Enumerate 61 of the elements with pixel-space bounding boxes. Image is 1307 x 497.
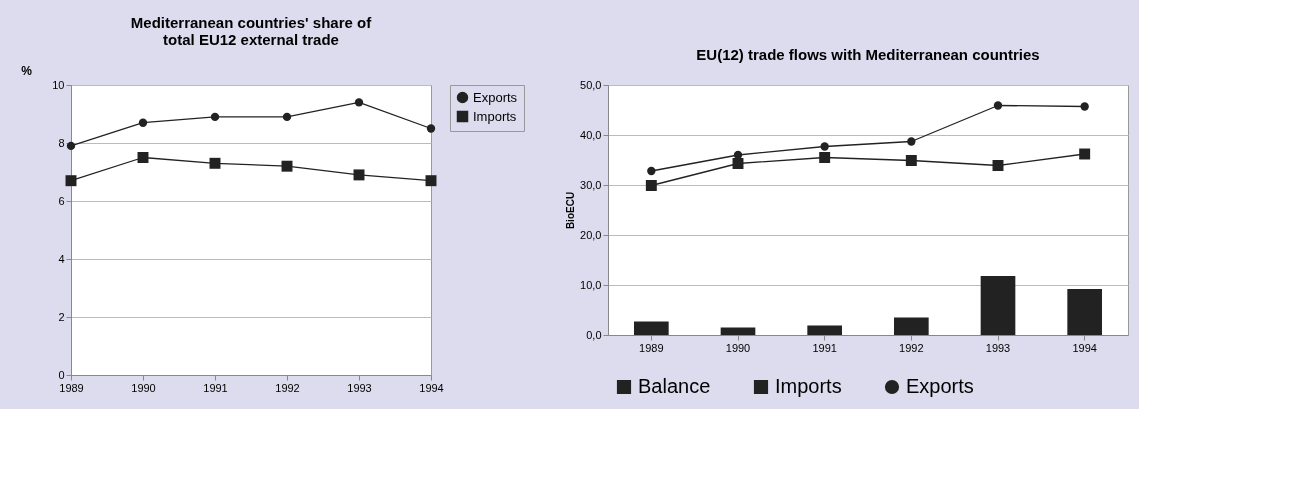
point	[138, 118, 148, 127]
x-tick-label: 1992	[275, 381, 300, 394]
y-tick-label: 2	[58, 310, 65, 323]
bar	[894, 317, 929, 335]
x-tick-label: 1994	[419, 381, 444, 394]
x-tick-label: 1993	[985, 341, 1011, 354]
x-tick-label: 1989	[639, 341, 664, 354]
y-tick-label: 20,0	[580, 228, 602, 241]
point	[1080, 102, 1089, 111]
y-axis-title: %	[21, 63, 33, 78]
bar	[634, 321, 669, 335]
legend-label: Imports	[775, 375, 842, 397]
point	[645, 180, 657, 191]
bar	[807, 325, 842, 335]
x-tick-label: 1990	[131, 381, 156, 394]
point	[281, 160, 293, 172]
x-tick-label: 1993	[347, 381, 372, 394]
y-tick-label: 6	[58, 194, 65, 207]
point	[993, 101, 1003, 110]
chart-title: EU(12) trade flows with Mediterranean countries	[696, 46, 1040, 63]
point	[1079, 148, 1091, 160]
bar	[1067, 289, 1102, 335]
y-tick-label: 10,0	[580, 278, 602, 291]
x-tick-label: 1991	[812, 341, 837, 354]
point	[907, 137, 916, 146]
legend-label: Imports	[473, 108, 517, 124]
y-tick-label: 50,0	[580, 78, 602, 91]
point	[209, 157, 221, 169]
point	[819, 152, 831, 163]
bar	[720, 327, 756, 335]
y-tick-label: 30,0	[580, 178, 602, 191]
point	[66, 141, 76, 151]
legend-label: Exports	[906, 375, 974, 397]
y-tick-label: 10	[52, 78, 65, 91]
y-tick-label: 0,0	[586, 328, 602, 341]
bar	[980, 276, 1016, 335]
point	[282, 112, 292, 122]
chart-title: Mediterranean countries' share of total EU12 external trade	[130, 14, 373, 48]
y-axis-title: BioECU	[565, 191, 577, 230]
y-tick-label: 8	[58, 136, 65, 149]
y-tick-label: 4	[58, 252, 65, 265]
point	[992, 160, 1004, 171]
point	[354, 98, 364, 107]
point	[210, 112, 220, 122]
x-tick-label: 1989	[59, 381, 84, 394]
point	[647, 166, 656, 176]
legend-label: Exports	[473, 89, 518, 105]
point	[137, 152, 149, 163]
x-tick-label: 1994	[1072, 341, 1097, 354]
x-tick-label: 1992	[899, 341, 924, 354]
point	[65, 175, 77, 187]
point	[426, 124, 436, 133]
point	[820, 142, 829, 151]
y-tick-label: 0	[58, 368, 65, 381]
legend-label: Balance	[638, 375, 711, 397]
point	[425, 175, 437, 187]
x-tick-label: 1991	[203, 381, 228, 394]
y-tick-label: 40,0	[580, 128, 602, 141]
point	[353, 169, 365, 181]
point	[905, 155, 917, 166]
x-tick-label: 1990	[725, 341, 751, 354]
